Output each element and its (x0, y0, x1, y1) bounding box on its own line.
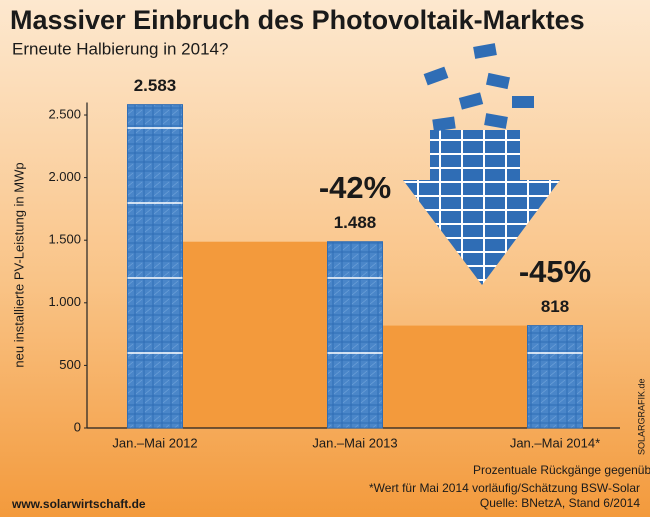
value-label: 1.488 (334, 213, 377, 232)
note: Prozentuale Rückgänge gegenüber Vorjahre… (473, 463, 650, 477)
note: Quelle: BNetzA, Stand 6/2014 (480, 496, 640, 510)
annotation: -45% (519, 254, 591, 289)
x-tick-label: Jan.–Mai 2014* (510, 435, 600, 450)
y-tick-label: 1.000 (48, 294, 81, 309)
chart-title: Massiver Einbruch des Photovoltaik-Markt… (10, 5, 585, 35)
bar (127, 104, 183, 429)
y-tick-label: 2.500 (48, 106, 81, 121)
x-tick-label: Jan.–Mai 2013 (312, 435, 397, 450)
y-tick-label: 2.000 (48, 169, 81, 184)
y-tick-label: 500 (59, 357, 81, 372)
credit: SOLARGRAFIK.de (636, 378, 646, 455)
y-tick-label: 0 (74, 419, 81, 434)
x-tick-label: Jan.–Mai 2012 (112, 435, 197, 450)
bar (527, 325, 583, 429)
arrow-graphic (403, 43, 560, 285)
bar (327, 241, 383, 429)
y-tick-label: 1.500 (48, 232, 81, 247)
source-url: www.solarwirtschaft.de (11, 497, 146, 511)
chart-subtitle: Erneute Halbierung in 2014? (12, 39, 228, 58)
value-label: 818 (541, 297, 569, 316)
value-label: 2.583 (134, 76, 177, 95)
y-axis-label: neu installierte PV-Leistung in MWp (11, 162, 26, 367)
annotation: -42% (319, 170, 391, 205)
note: *Wert für Mai 2014 vorläufig/Schätzung B… (369, 481, 640, 495)
